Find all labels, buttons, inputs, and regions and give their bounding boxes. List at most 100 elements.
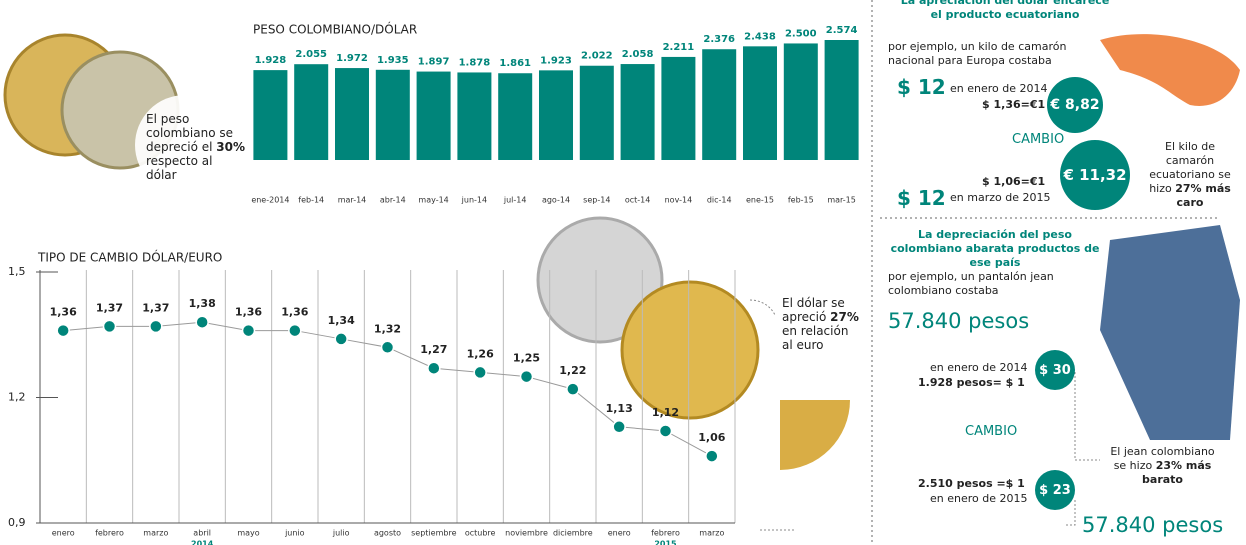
point: [196, 316, 208, 328]
value-label: 2.022: [581, 51, 613, 62]
point: [57, 325, 69, 337]
price: 57.840 pesos: [888, 309, 1029, 333]
rate: 1.928 pesos= $ 1: [918, 376, 1025, 390]
point: [660, 425, 672, 437]
panel-intro: por ejemplo, un pantalón jean colombiano…: [888, 270, 1058, 298]
bar: [253, 70, 287, 160]
x-tick-label: febrero: [95, 529, 124, 538]
x-tick-label: julio: [332, 529, 350, 538]
point: [104, 320, 116, 332]
value-label: 1,37: [142, 301, 169, 314]
change-label: CAMBIO: [1012, 133, 1064, 147]
x-tick-label: marzo: [699, 529, 724, 538]
point: [335, 333, 347, 345]
rate: 2.510 pesos =$ 1: [918, 477, 1025, 491]
point: [706, 450, 718, 462]
value-label: 1,37: [96, 301, 123, 314]
chart-title: TIPO DE CAMBIO DÓLAR/EURO: [37, 250, 222, 265]
y-tick-label: 0,9: [8, 516, 26, 529]
x-tick-label: abr-14: [380, 196, 406, 205]
value-label: 1.928: [255, 55, 287, 66]
rate: $ 1,36=€1: [982, 98, 1045, 112]
x-tick-label: junio: [284, 529, 305, 538]
value-label: 2.055: [295, 49, 327, 60]
price: 57.840 pesos: [1082, 513, 1223, 537]
value-label: 1,13: [606, 402, 633, 415]
x-tick-label: ago-14: [542, 196, 570, 205]
year-label: 2014: [191, 540, 214, 545]
x-tick-label: febrero: [651, 529, 680, 538]
value-label: 2.500: [785, 28, 817, 39]
value-label: 2.574: [826, 25, 858, 36]
x-tick-label: may-14: [418, 196, 448, 205]
note-highlight: 27%: [830, 310, 859, 324]
y-tick-label: 1,2: [8, 391, 26, 404]
point: [613, 421, 625, 433]
price: $ 12: [897, 187, 946, 209]
x-tick-label: oct-14: [625, 196, 651, 205]
date: en enero de 2015: [930, 492, 1028, 506]
rate: $ 1,06=€1: [982, 175, 1045, 189]
bar: [376, 70, 410, 160]
x-tick-label: octubre: [465, 529, 496, 538]
x-tick-label: sep-14: [583, 196, 610, 205]
value-label: 2.058: [622, 49, 654, 60]
bar: [702, 49, 736, 160]
bar: [621, 64, 655, 160]
value-label: 1,36: [50, 306, 77, 319]
x-tick-label: dic-14: [707, 196, 732, 205]
euro-price: € 11,32: [1060, 140, 1130, 210]
x-tick-label: septiembre: [411, 529, 456, 538]
x-tick-label: ene-2014: [251, 196, 289, 205]
value-label: 1,12: [652, 406, 679, 419]
bar: [661, 57, 695, 160]
year-label: 2015: [654, 540, 677, 545]
value-label: 1.935: [377, 55, 409, 66]
value-label: 1,27: [420, 343, 447, 356]
value-label: 1,06: [698, 431, 725, 444]
value-label: 1.878: [459, 57, 491, 68]
y-tick-label: 1,5: [8, 265, 26, 278]
x-tick-label: noviembre: [505, 529, 548, 538]
point: [150, 320, 162, 332]
value-label: 1,25: [513, 352, 540, 365]
value-label: 1,22: [559, 364, 586, 377]
date: en enero de 2014: [930, 361, 1028, 375]
change-label: CAMBIO: [965, 425, 1017, 439]
x-tick-label: enero: [52, 529, 75, 538]
infographic: PESO COLOMBIANO/DÓLAR TIPO DE CAMBIO DÓL…: [0, 0, 1246, 545]
point: [289, 325, 301, 337]
panel-title: La apreciación del dólar encarece el pro…: [900, 0, 1110, 22]
usd-price: $ 30: [1035, 350, 1075, 390]
x-tick-label: enero: [608, 529, 631, 538]
point: [567, 383, 579, 395]
x-tick-label: mar-14: [338, 196, 367, 205]
value-label: 1,32: [374, 322, 401, 335]
note-text: en relación al euro: [782, 324, 848, 352]
bar: [294, 64, 328, 160]
value-label: 1,26: [467, 347, 494, 360]
value-label: 1.972: [336, 53, 368, 64]
dollar-note: El dólar se apreció 27% en relación al e…: [782, 296, 862, 352]
bar: [539, 70, 573, 160]
euro-price: € 8,82: [1047, 77, 1103, 133]
chart-title: PESO COLOMBIANO/DÓLAR: [253, 22, 417, 37]
x-tick-label: abril: [193, 529, 211, 538]
date: en enero de 2014: [950, 82, 1048, 96]
panel-title: La depreciación del peso colombiano abar…: [885, 228, 1105, 270]
x-tick-label: feb-15: [788, 196, 814, 205]
coin-note: El peso colombiano se depreció el 30% re…: [146, 112, 246, 182]
point: [474, 366, 486, 378]
value-label: 1,34: [328, 314, 355, 327]
x-tick-label: diciembre: [553, 529, 593, 538]
panel-note: El kilo de camarón ecuatoriano se hizo 2…: [1140, 140, 1240, 210]
x-tick-label: jun-14: [461, 196, 487, 205]
bar: [784, 43, 818, 160]
price: $ 12: [897, 76, 946, 98]
value-label: 2.438: [744, 31, 776, 42]
coin-image: [780, 400, 850, 470]
bar: [417, 72, 451, 160]
value-label: 1,36: [235, 306, 262, 319]
note-text: respecto al dólar: [146, 154, 212, 182]
shrimp-image: [1100, 34, 1240, 106]
